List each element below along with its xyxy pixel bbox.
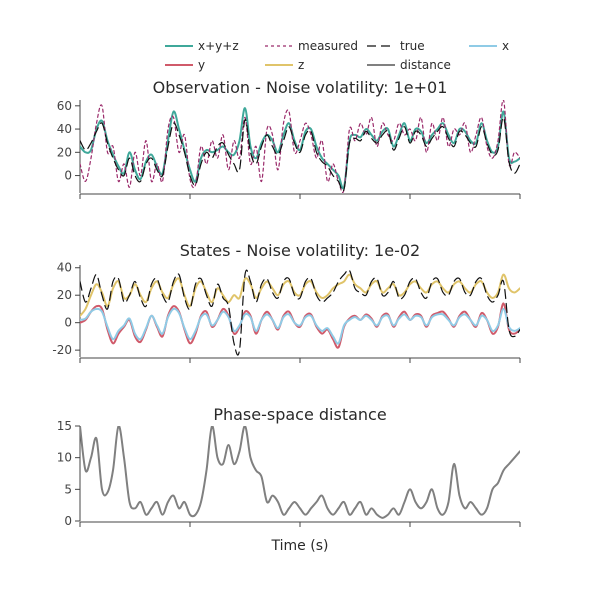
legend-label: distance [400,58,451,72]
legend-item[interactable]: measured [265,39,358,53]
legend-item[interactable]: distance [367,58,451,72]
series-line-x [80,307,520,345]
panel-states: -20 0 20 40 [52,261,521,363]
legend-label: x+y+z [198,39,239,53]
legend-label: true [400,39,425,53]
series-line-measured [80,100,520,193]
legend-item[interactable]: x+y+z [165,39,239,53]
x-axis-label: Time (s) [271,538,329,554]
y-tick-label: 15 [57,419,72,433]
legend-item[interactable]: z [265,58,304,72]
y-tick-label: 10 [57,451,72,465]
panel-2-title: States - Noise volatility: 1e-02 [180,241,420,260]
series-line-true [80,116,520,192]
legend-label: y [198,58,205,72]
y-tick-label: 20 [57,288,72,302]
y-tick-label: 60 [57,99,72,113]
y-tick-label: -20 [52,343,72,357]
legend-item[interactable]: x [469,39,509,53]
y-tick-label: 40 [57,261,72,275]
legend: x+y+z measured true x y z distance [165,39,509,72]
y-tick-label: 5 [64,482,72,496]
series-line-x-y-z [80,107,520,190]
y-tick-label: 40 [57,122,72,136]
y-tick-label: 0 [64,514,72,528]
panel-observation: 0 20 40 60 [57,99,521,199]
legend-item[interactable]: true [367,39,425,53]
y-tick-label: 0 [64,169,72,183]
legend-label: measured [298,39,358,53]
series-line-true [80,269,520,356]
y-tick-label: 0 [64,316,72,330]
series-line-distance [80,426,520,519]
panel-1-title: Observation - Noise volatility: 1e+01 [153,78,448,97]
legend-item[interactable]: y [165,58,205,72]
legend-label: z [298,58,304,72]
series-line-z [80,273,520,317]
panel-distance: 0 5 10 15 [57,419,521,528]
panel-3-title: Phase-space distance [213,405,386,424]
legend-label: x [502,39,509,53]
y-tick-label: 20 [57,145,72,159]
